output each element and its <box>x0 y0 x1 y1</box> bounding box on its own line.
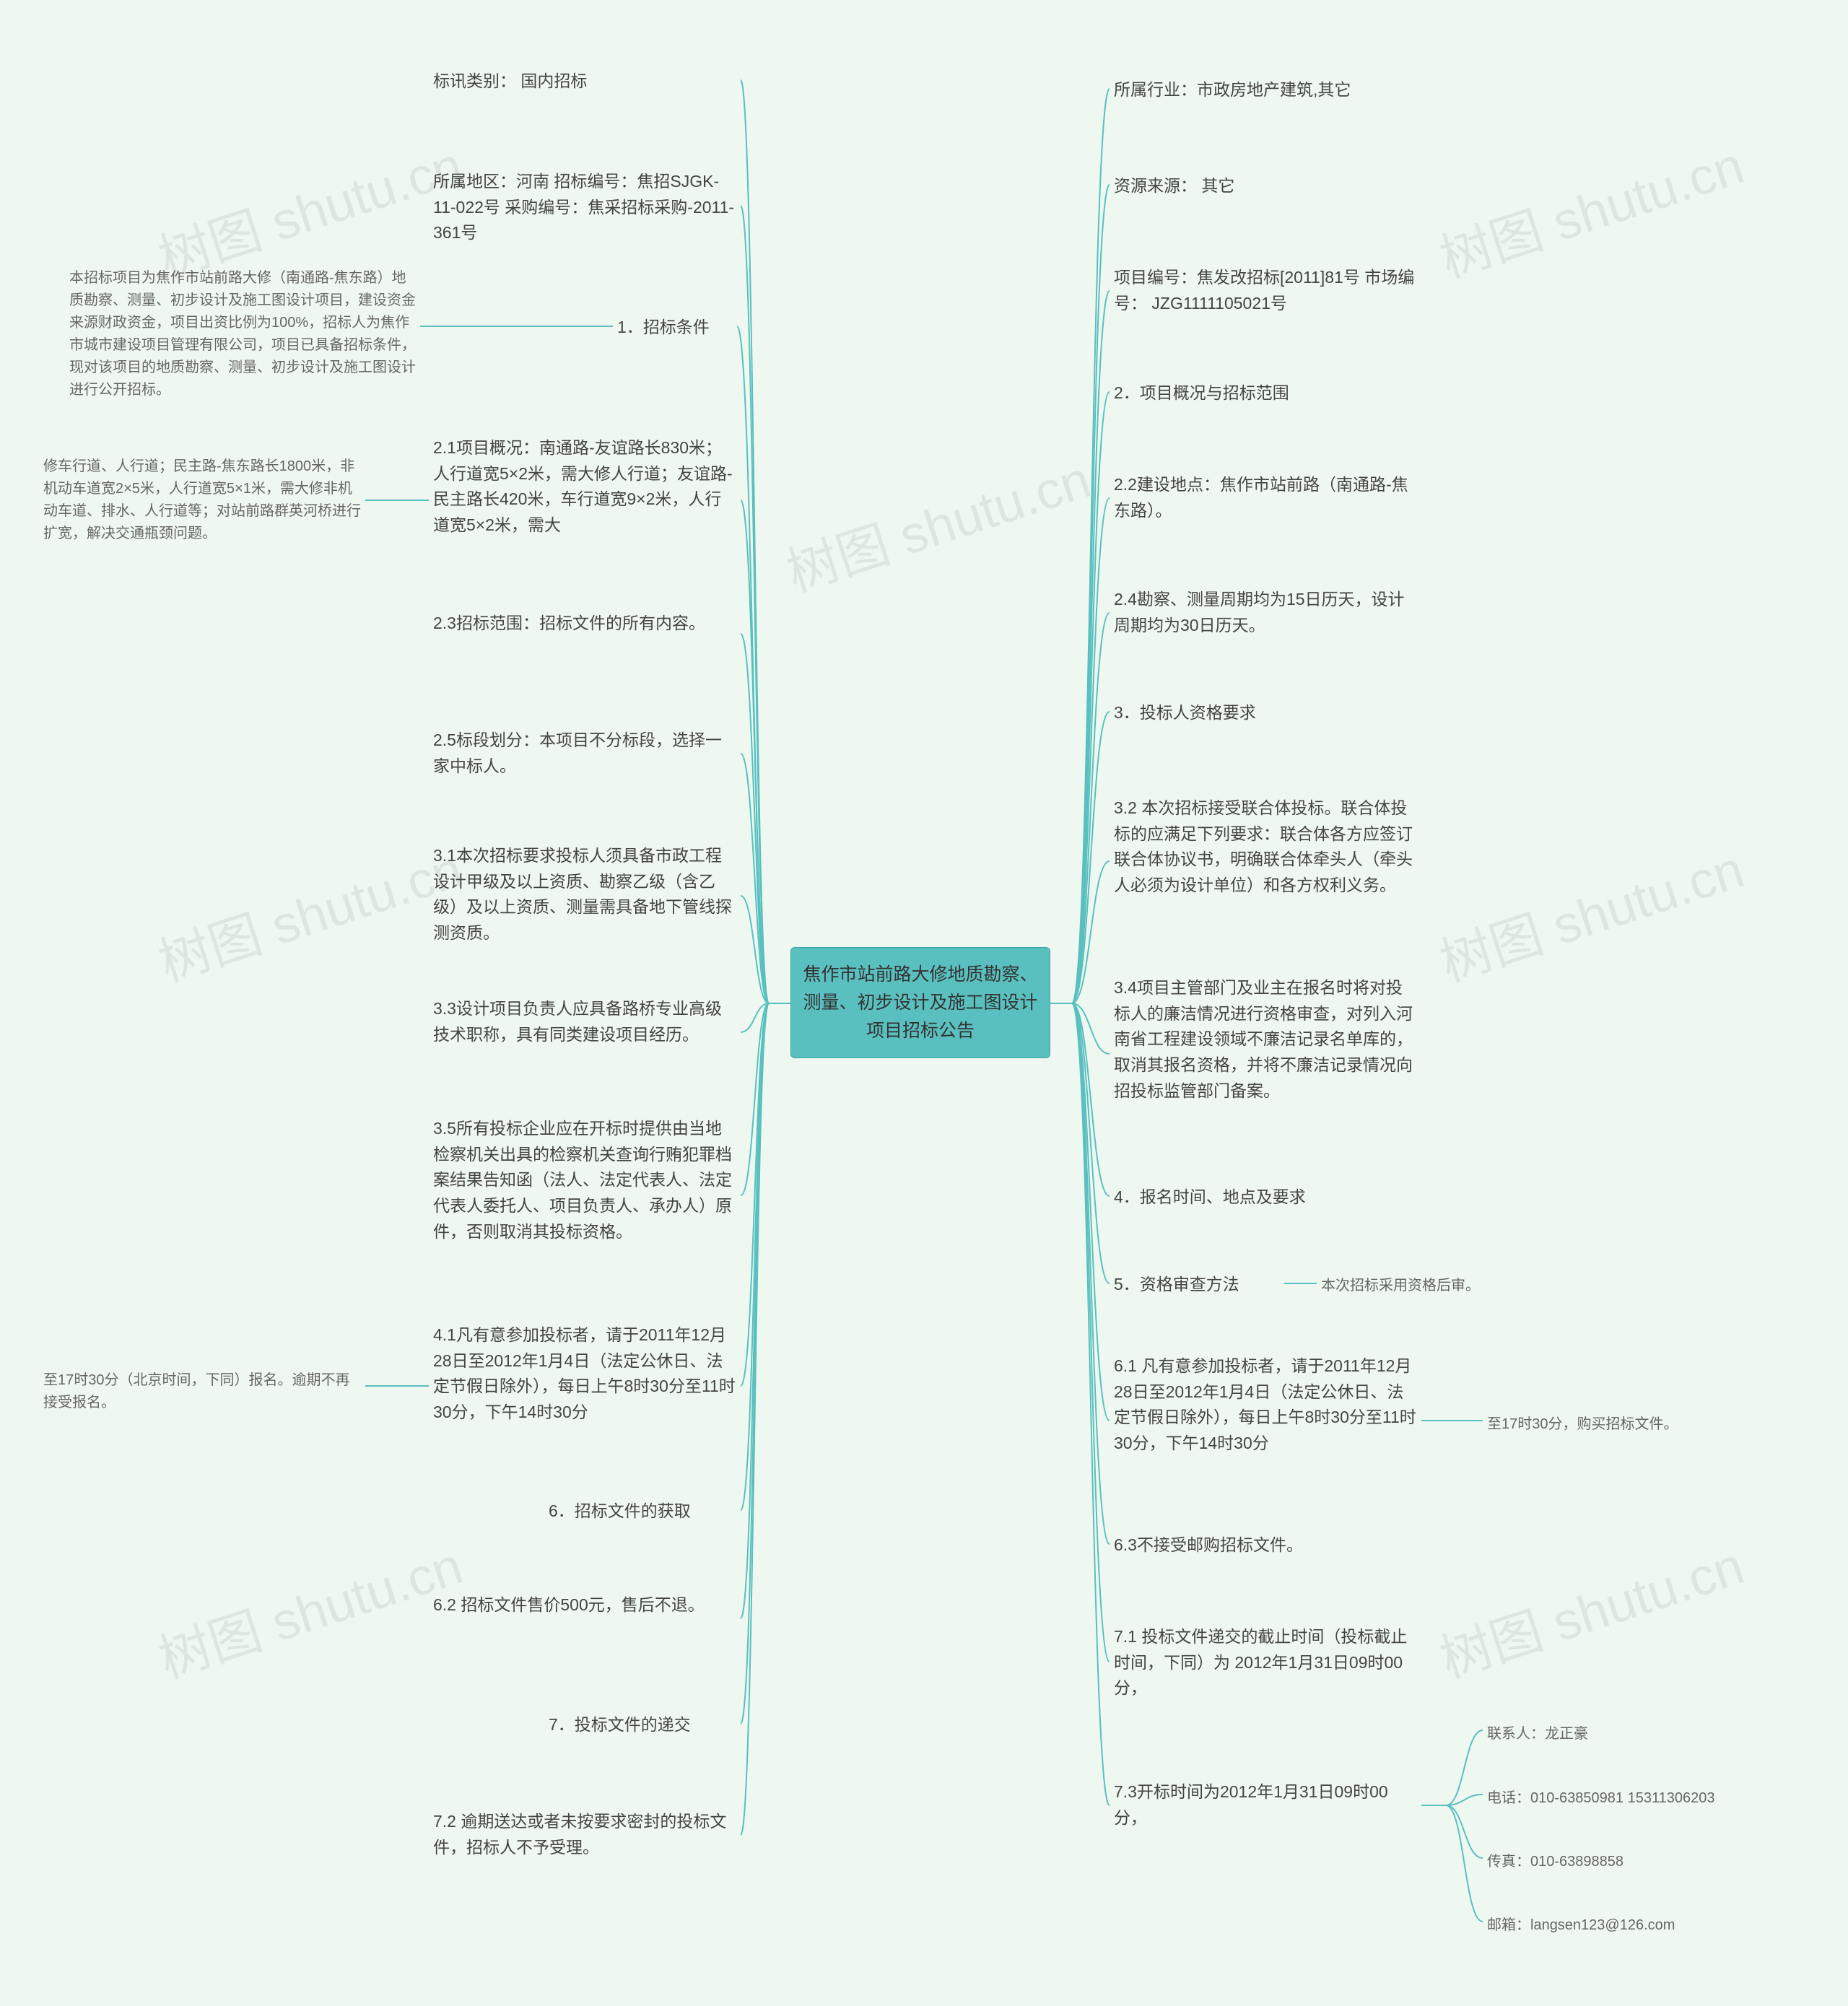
watermark: 树图 shutu.cn <box>147 1523 470 1693</box>
right-node: 3.4项目主管部门及业主在报名时将对投标人的廉洁情况进行资格审查，对列入河南省工… <box>1114 975 1417 1104</box>
left-node: 7.2 逾期送达或者未按要求密封的投标文件，招标人不予受理。 <box>433 1809 736 1860</box>
right-node: 5．资格审查方法 <box>1114 1272 1280 1298</box>
right-node: 2．项目概况与招标范围 <box>1114 380 1417 406</box>
right-node: 7.3开标时间为2012年1月31日09时00分， <box>1114 1779 1417 1831</box>
right-node: 6.1 凡有意参加投标者，请于2011年12月28日至2012年1月4日（法定公… <box>1114 1353 1417 1457</box>
right-node: 2.2建设地点：焦作市站前路（南通路-焦东路）。 <box>1114 472 1417 523</box>
right-note: 本次招标采用资格后审。 <box>1321 1275 1552 1297</box>
left-note: 修车行道、人行道；民主路-焦东路长1800米，非机动车道宽2×5米，人行道宽5×… <box>43 455 361 545</box>
watermark: 树图 shutu.cn <box>147 827 470 996</box>
right-note: 至17时30分，购买招标文件。 <box>1487 1413 1718 1436</box>
right-node: 2.4勘察、测量周期均为15日历天，设计周期均为30日历天。 <box>1114 587 1417 638</box>
watermark: 树图 shutu.cn <box>1429 1523 1751 1693</box>
watermark: 树图 shutu.cn <box>775 437 1098 606</box>
right-node: 4．报名时间、地点及要求 <box>1114 1185 1417 1211</box>
left-node: 6.2 招标文件售价500元，售后不退。 <box>433 1592 736 1618</box>
left-node: 2.5标段划分：本项目不分标段，选择一家中标人。 <box>433 728 736 779</box>
right-node: 项目编号：焦发改招标[2011]81号 市场编号： JZG1111105021号 <box>1114 265 1417 316</box>
left-node: 3.1本次招标要求投标人须具备市政工程设计甲级及以上资质、勘察乙级（含乙级）及以… <box>433 843 736 946</box>
right-node: 资源来源： 其它 <box>1114 173 1417 199</box>
left-node: 所属地区：河南 招标编号：焦招SJGK-11-022号 采购编号：焦采招标采购-… <box>433 169 736 246</box>
contact-item: 联系人：龙正豪 <box>1487 1723 1790 1745</box>
left-note: 本招标项目为焦作市站前路大修（南通路-焦东路）地质勘察、测量、初步设计及施工图设… <box>69 267 416 401</box>
left-note: 至17时30分（北京时间，下同）报名。逾期不再接受报名。 <box>43 1369 361 1414</box>
contact-item: 电话：010-63850981 15311306203 <box>1487 1787 1790 1810</box>
right-node: 7.1 投标文件递交的截止时间（投标截止时间，下同）为 2012年1月31日09… <box>1114 1624 1417 1701</box>
left-node: 6．招标文件的获取 <box>549 1499 736 1525</box>
left-node: 2.1项目概况：南通路-友谊路长830米；人行道宽5×2米，需大修人行道；友谊路… <box>433 435 736 538</box>
right-node: 3．投标人资格要求 <box>1114 700 1417 726</box>
right-node: 6.3不接受邮购招标文件。 <box>1114 1532 1417 1558</box>
right-node: 所属行业：市政房地产建筑,其它 <box>1114 77 1417 103</box>
left-node: 2.3招标范围：招标文件的所有内容。 <box>433 611 736 637</box>
center-node: 焦作市站前路大修地质勘察、测量、初步设计及施工图设计项目招标公告 <box>790 947 1050 1058</box>
watermark: 树图 shutu.cn <box>1429 827 1751 996</box>
left-node: 标讯类别： 国内招标 <box>433 69 736 95</box>
contact-item: 邮箱：langsen123@126.com <box>1487 1914 1790 1937</box>
left-node: 7．投标文件的递交 <box>549 1712 736 1738</box>
left-node: 4.1凡有意参加投标者，请于2011年12月28日至2012年1月4日（法定公休… <box>433 1322 736 1426</box>
mindmap-canvas: 树图 shutu.cn 树图 shutu.cn 树图 shutu.cn 树图 shut… <box>0 0 1848 2006</box>
left-node: 1．招标条件 <box>617 315 733 341</box>
left-node: 3.3设计项目负责人应具备路桥专业高级技术职称，具有同类建设项目经历。 <box>433 996 736 1047</box>
left-node: 3.5所有投标企业应在开标时提供由当地检察机关出具的检察机关查询行贿犯罪档案结果… <box>433 1116 736 1244</box>
contact-item: 传真：010-63898858 <box>1487 1851 1790 1873</box>
watermark: 树图 shutu.cn <box>1429 123 1751 292</box>
right-node: 3.2 本次招标接受联合体投标。联合体投标的应满足下列要求：联合体各方应签订联合… <box>1114 795 1417 899</box>
